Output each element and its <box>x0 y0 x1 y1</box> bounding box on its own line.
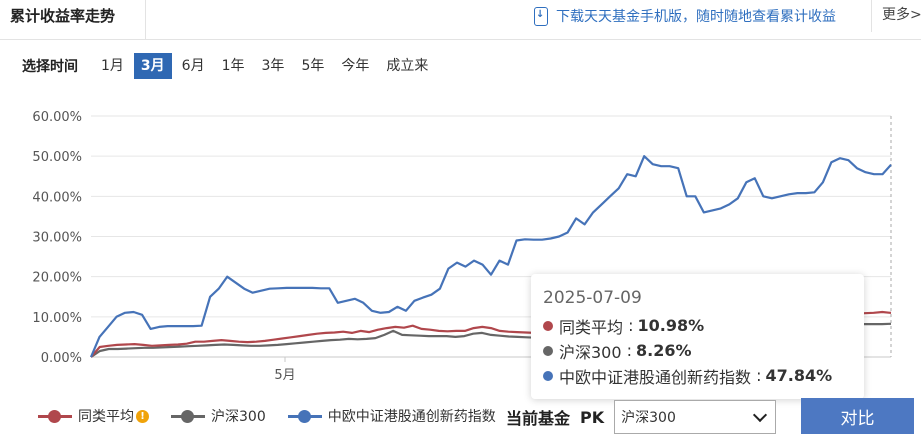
current-fund-label: 当前基金 <box>506 409 571 428</box>
legend-label: 同类平均 <box>78 409 134 425</box>
range-ytd-button[interactable]: 今年 <box>341 58 370 74</box>
tooltip-date: 2025-07-09 <box>543 288 642 308</box>
top-bar: 累计收益率走势 下载天天基金手机版，随时随地查看累计收益 更多> <box>0 0 921 40</box>
info-warning-icon[interactable]: ! <box>136 409 149 423</box>
tooltip-row-index: 中欧中证港股通创新药指数 : 47.84% <box>543 363 864 388</box>
x-tick-label: 5月 <box>274 368 295 383</box>
range-1y-button[interactable]: 1年 <box>221 58 245 74</box>
legend-item-index[interactable]: 中欧中证港股通创新药指数 <box>287 406 496 426</box>
tooltip-row-hs300: 沪深300 : 8.26% <box>543 338 864 363</box>
y-tick-label: 40.00% <box>32 190 82 205</box>
phone-download-icon <box>534 6 548 26</box>
chart-legend: 同类平均 ! 沪深300 中欧中证港股通创新药指数 <box>38 404 518 428</box>
y-tick-label: 20.00% <box>32 271 82 286</box>
chart-tooltip: 2025-07-09 同类平均 : 10.98% 沪深300 : 8.26% 中… <box>531 274 864 399</box>
tooltip-row-peer: 同类平均 : 10.98% <box>543 313 864 338</box>
tooltip-value: 47.84% <box>765 366 833 385</box>
legend-item-hs300[interactable]: 沪深300 <box>171 406 266 426</box>
y-tick-label: 50.00% <box>32 150 82 165</box>
y-tick-label: 0.00% <box>41 351 82 366</box>
more-link[interactable]: 更多> <box>871 0 921 32</box>
time-range-selector: 选择时间 1月 3月 6月 1年 3年 5年 今年 成立来 <box>22 53 438 79</box>
tooltip-label: 同类平均 <box>559 317 624 337</box>
download-app-link[interactable]: 下载天天基金手机版，随时随地查看累计收益 <box>534 6 836 26</box>
tooltip-value: 10.98% <box>637 316 705 335</box>
peer-legend-icon <box>38 409 72 423</box>
index-dot-icon <box>543 370 553 381</box>
compare-target-value: 沪深300 <box>621 410 676 426</box>
tooltip-label: 沪深300 <box>559 342 622 362</box>
y-tick-label: 30.00% <box>32 231 82 246</box>
tooltip-label: 中欧中证港股通创新药指数 <box>559 367 752 387</box>
range-1m-button[interactable]: 1月 <box>101 58 124 74</box>
index-series-line <box>89 155 892 358</box>
index-legend-icon <box>287 409 322 423</box>
pk-compare-area: 当前基金 PK 沪深300 <box>506 400 777 434</box>
chevron-down-icon <box>753 407 768 422</box>
peer-dot-icon <box>543 320 553 331</box>
y-tick-label: 10.00% <box>32 311 82 326</box>
legend-label: 中欧中证港股通创新药指数 <box>327 409 496 425</box>
compare-target-select[interactable]: 沪深300 <box>614 400 777 434</box>
chart-title-tab[interactable]: 累计收益率走势 <box>0 0 146 39</box>
time-range-label: 选择时间 <box>22 59 78 75</box>
hs300-legend-icon <box>171 409 205 423</box>
legend-label: 沪深300 <box>211 409 266 425</box>
tooltip-value: 8.26% <box>636 341 692 360</box>
range-3y-button[interactable]: 3年 <box>261 58 285 74</box>
legend-item-peer[interactable]: 同类平均 ! <box>38 406 149 426</box>
range-5y-button[interactable]: 5年 <box>301 58 325 74</box>
hs300-dot-icon <box>543 345 553 356</box>
download-app-text: 下载天天基金手机版，随时随地查看累计收益 <box>556 9 836 25</box>
compare-button[interactable]: 对比 <box>801 398 914 434</box>
range-6m-button[interactable]: 6月 <box>181 58 205 74</box>
range-since-inception-button[interactable]: 成立来 <box>386 58 429 74</box>
range-3m-button[interactable]: 3月 <box>133 53 172 79</box>
pk-label: PK <box>580 407 605 427</box>
y-tick-label: 60.00% <box>32 110 82 125</box>
